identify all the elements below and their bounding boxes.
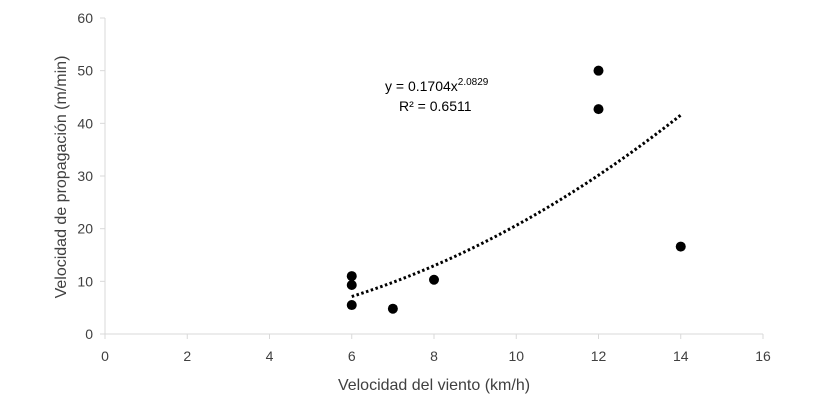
data-points (346, 65, 686, 314)
trendline-equation: y = 0.1704x2.0829 (385, 77, 489, 94)
x-tick-label: 10 (508, 348, 524, 364)
y-tick-label: 40 (77, 115, 93, 131)
x-tick-label: 8 (430, 348, 438, 364)
data-point (346, 271, 357, 282)
x-tick-label: 14 (673, 348, 689, 364)
x-tick-label: 4 (266, 348, 274, 364)
x-tick-label: 16 (755, 348, 771, 364)
data-point (675, 241, 686, 252)
y-tick-label: 30 (77, 168, 93, 184)
x-tick-label: 2 (183, 348, 191, 364)
x-tick-label: 0 (101, 348, 109, 364)
x-axis-title: Velocidad del viento (km/h) (338, 377, 530, 394)
y-tick-label: 20 (77, 221, 93, 237)
y-axis-title: Velocidad de propagación (m/min) (53, 56, 70, 299)
data-point (593, 65, 604, 76)
r-squared-label: R² = 0.6511 (399, 98, 472, 114)
y-tick-label: 0 (85, 326, 93, 342)
data-point (387, 303, 398, 314)
y-tick-label: 10 (77, 273, 93, 289)
y-tick-label: 60 (77, 10, 93, 26)
x-tick-label: 12 (591, 348, 607, 364)
axes (100, 17, 764, 339)
data-point (346, 300, 357, 311)
y-tick-label: 50 (77, 63, 93, 79)
power-trendline (351, 113, 682, 298)
data-point (346, 280, 357, 291)
equation-base: y = 0.1704x (385, 78, 458, 94)
data-point (429, 274, 439, 285)
tick-labels: 0 2 4 6 8 10 12 14 16 0 10 20 30 40 50 60 (77, 10, 771, 364)
x-tick-label: 6 (348, 348, 356, 364)
data-point (593, 104, 604, 115)
equation-exponent: 2.0829 (458, 77, 489, 88)
